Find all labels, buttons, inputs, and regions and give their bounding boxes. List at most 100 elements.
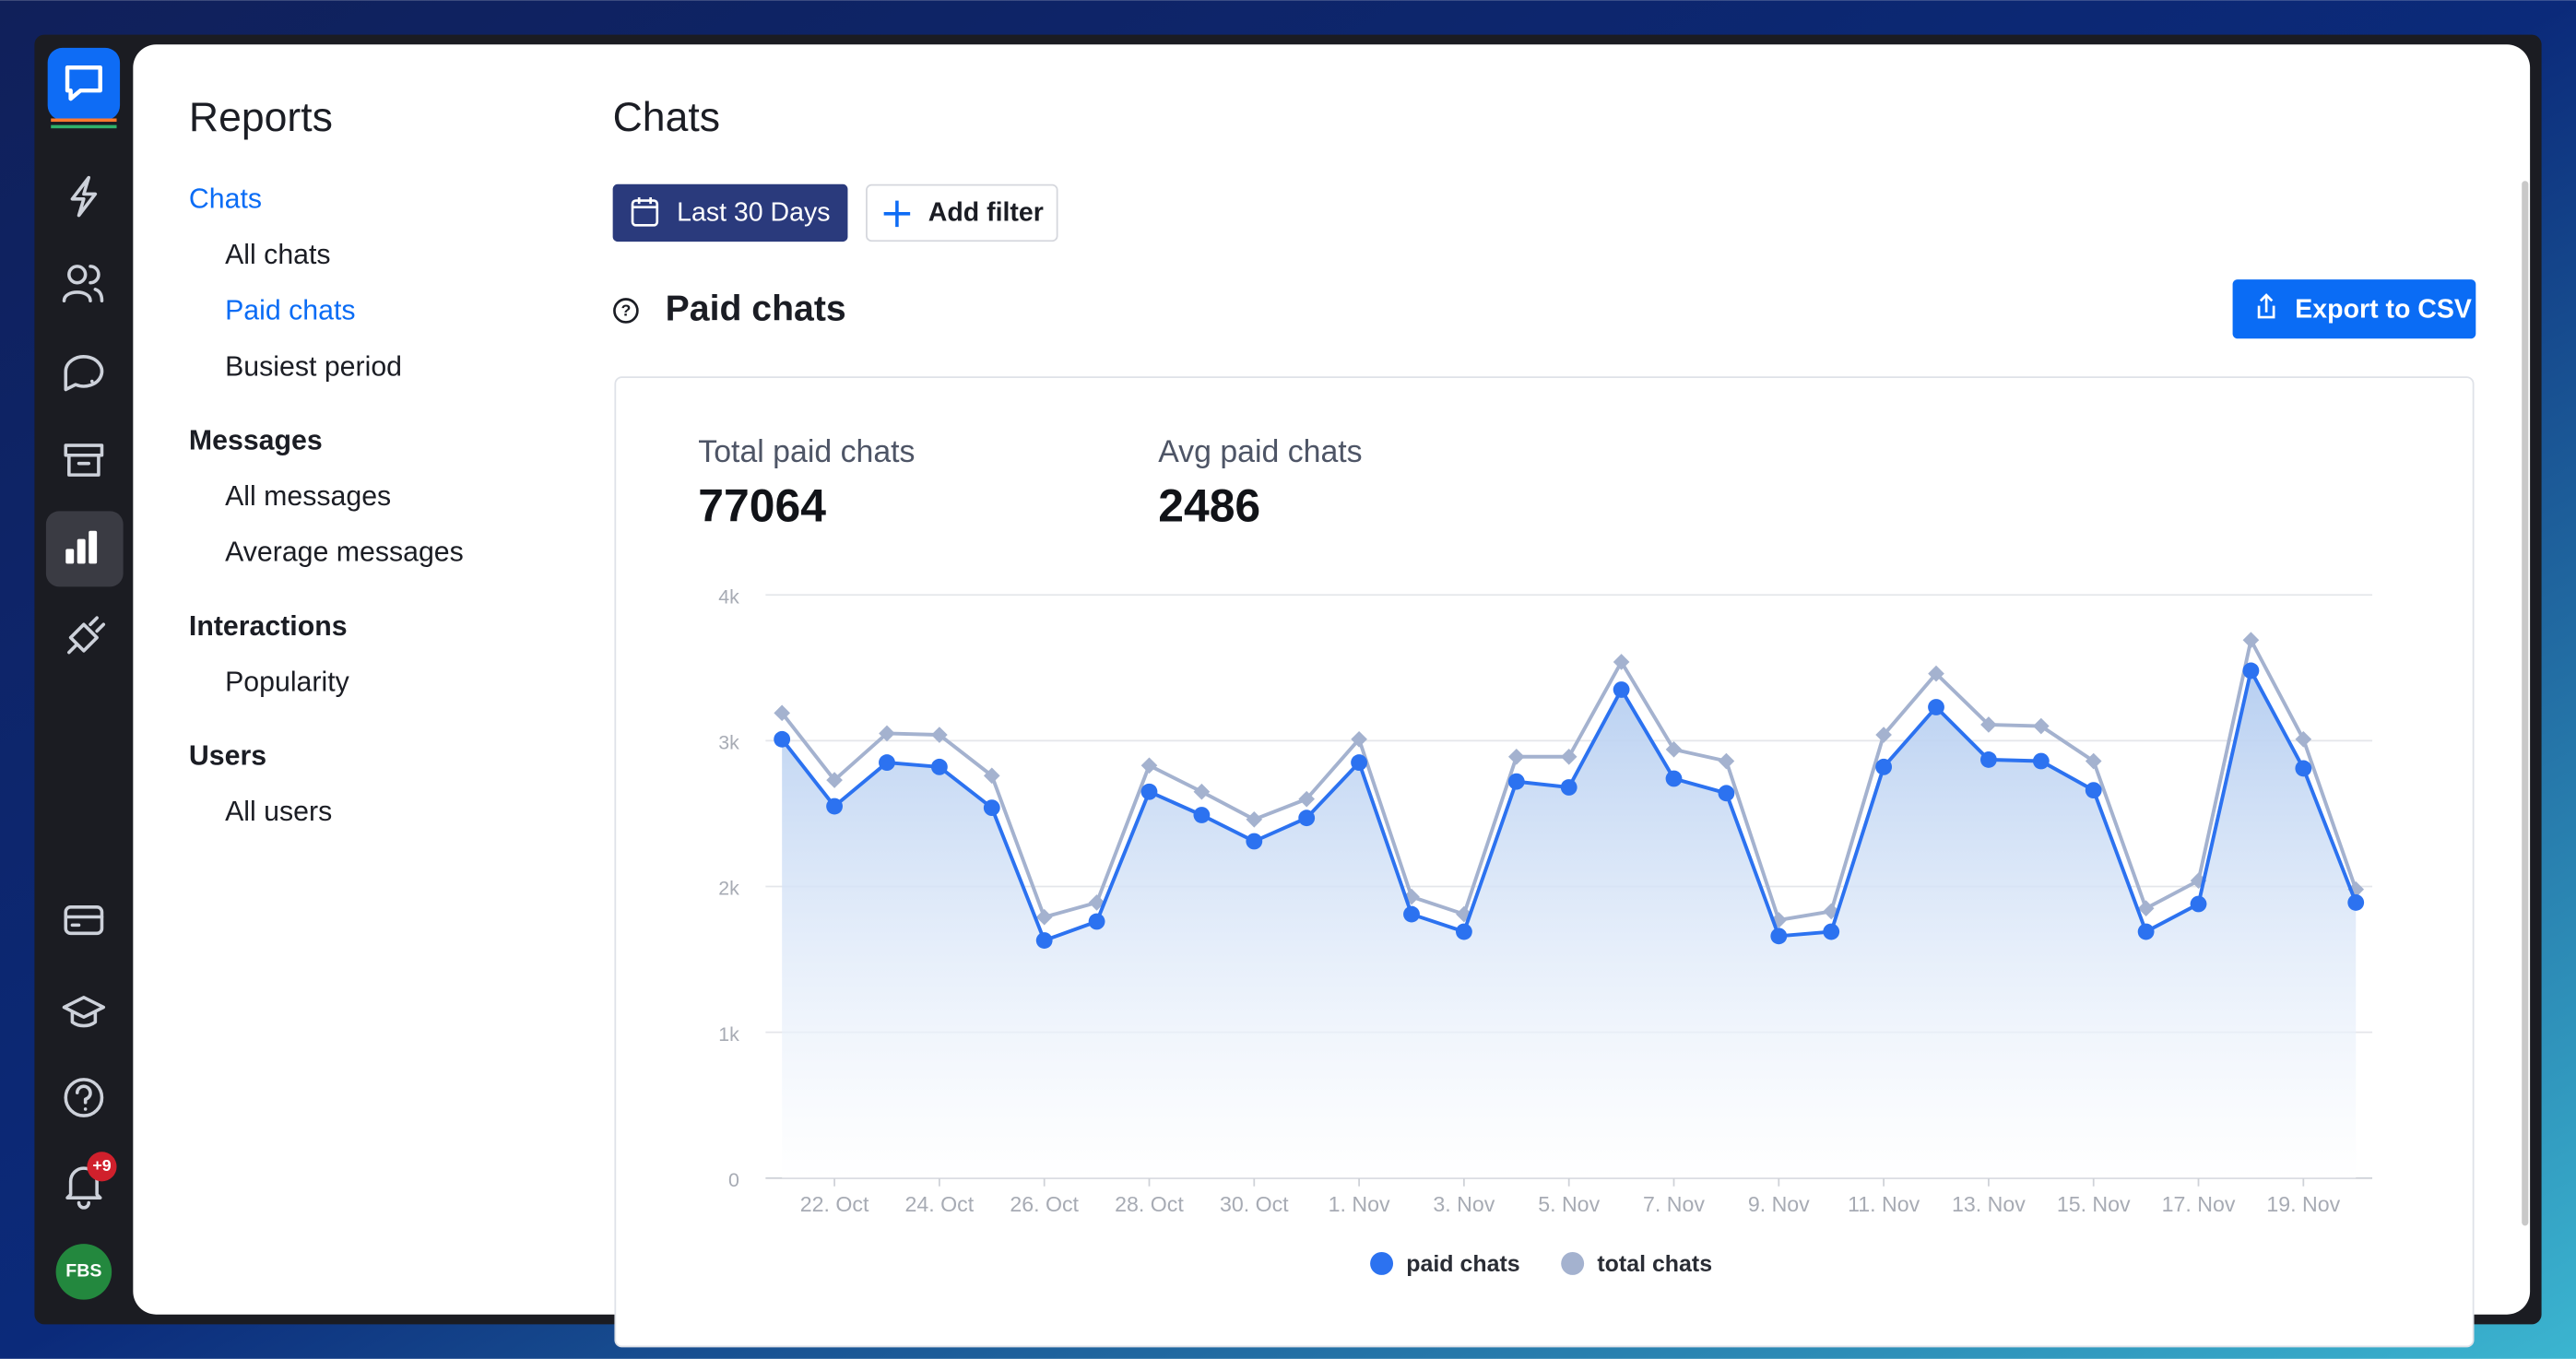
y-tick-label: 1k: [718, 1023, 739, 1046]
nav-icon-academy[interactable]: [62, 996, 106, 1028]
x-tick-label: 28. Oct: [1115, 1192, 1184, 1216]
nav-icon-billing[interactable]: [64, 905, 104, 936]
x-tick-label: 3. Nov: [1433, 1192, 1495, 1216]
nav-icon-help[interactable]: [64, 1078, 104, 1117]
x-tick-label: 13. Nov: [1952, 1192, 2026, 1216]
x-tick-label: 11. Nov: [1848, 1192, 1920, 1216]
nav-icon-activity[interactable]: [70, 175, 98, 218]
marker: [2032, 717, 2050, 735]
marker: [1246, 833, 1263, 850]
x-tick-label: 1. Nov: [1329, 1192, 1390, 1216]
menu-section[interactable]: Messages: [189, 426, 323, 456]
legend-marker[interactable]: [1561, 1251, 1585, 1275]
marker: [2347, 894, 2365, 911]
menu-item[interactable]: Popularity: [225, 667, 350, 697]
marker: [1193, 807, 1211, 823]
x-tick-label: 15. Nov: [2057, 1192, 2131, 1216]
nav-icon-archive[interactable]: [64, 443, 104, 477]
marker: [826, 798, 843, 815]
export-label: Export to CSV: [2295, 294, 2472, 324]
marker: [1875, 727, 1892, 743]
legend-label[interactable]: total chats: [1597, 1251, 1712, 1277]
marker: [1351, 730, 1367, 748]
marker: [1928, 665, 1944, 682]
marker: [1035, 932, 1053, 949]
avatar-text: FBS: [65, 1261, 101, 1282]
nav-icon-people[interactable]: [62, 265, 104, 303]
marker: [1980, 751, 1997, 768]
marker: [1035, 908, 1053, 926]
marker: [1665, 741, 1683, 758]
marker: [2242, 662, 2260, 680]
menu-title: Reports: [189, 95, 333, 140]
menu-item[interactable]: All messages: [225, 481, 391, 512]
stat-value: 2486: [1158, 480, 1260, 532]
avatar[interactable]: [55, 1244, 112, 1300]
marker: [1980, 716, 1997, 733]
marker: [1088, 913, 1105, 930]
menu-section[interactable]: Interactions: [189, 611, 348, 642]
marker: [983, 767, 1000, 785]
marker: [2137, 900, 2155, 917]
stat-label: Avg paid chats: [1158, 434, 1362, 469]
menu-section[interactable]: Users: [189, 741, 266, 772]
menu-item[interactable]: All users: [225, 797, 332, 827]
marker: [2295, 730, 2312, 748]
marker: [931, 727, 948, 743]
marker: [774, 704, 790, 722]
marker: [1403, 905, 1420, 923]
marker: [2085, 782, 2102, 799]
legend-marker[interactable]: [1370, 1251, 1394, 1275]
nav-icon-integrations[interactable]: [67, 616, 106, 655]
nav-icon-chat[interactable]: [64, 355, 104, 392]
marker: [1140, 757, 1158, 774]
calendar-icon: [631, 197, 659, 227]
marker: [930, 758, 948, 775]
marker: [1455, 923, 1472, 940]
logo[interactable]: [47, 47, 121, 121]
chart: 0 1k 2k 3k 4k 22. Oct 24. Oct 26. Oct 28. Oct 30.…: [718, 585, 2373, 1277]
nav-icon-reports[interactable]: [65, 530, 98, 564]
marker: [2242, 632, 2260, 649]
reports-menu: Reports Chats All chats Paid chats Busiest …: [189, 95, 464, 827]
x-tick-label: 22. Oct: [800, 1192, 869, 1216]
x-tick-label: 19. Nov: [2266, 1192, 2340, 1216]
x-tick-label: 5. Nov: [1538, 1192, 1600, 1216]
marker: [2137, 923, 2155, 940]
date-filter-label: Last 30 Days: [677, 197, 830, 227]
stat-label: Total paid chats: [698, 434, 915, 469]
export-button[interactable]: [2232, 279, 2476, 339]
menu-item[interactable]: Busiest period: [225, 351, 402, 382]
plus-icon: [883, 200, 911, 228]
marker: [774, 730, 791, 748]
marker: [1507, 773, 1525, 790]
area: [782, 670, 2357, 1178]
marker: [1875, 758, 1893, 775]
add-filter-button[interactable]: [866, 183, 1058, 242]
menu-item[interactable]: Paid chats: [225, 296, 355, 326]
help-icon-mark: ?: [620, 301, 631, 320]
notification-badge-text: +9: [92, 1156, 111, 1175]
marker: [2190, 895, 2207, 913]
marker: [1823, 923, 1840, 940]
menu-section[interactable]: Chats: [189, 184, 262, 215]
page-title: Chats: [613, 95, 720, 140]
marker: [1613, 681, 1630, 698]
y-tick-label: 3k: [718, 732, 739, 754]
marker: [1718, 785, 1735, 802]
x-tick-label: 26. Oct: [1010, 1192, 1079, 1216]
y-tick-label: 2k: [718, 878, 739, 900]
date-filter-button[interactable]: [612, 183, 848, 242]
marker: [1507, 748, 1525, 765]
x-tick-label: 24. Oct: [905, 1192, 975, 1216]
menu-item[interactable]: Average messages: [225, 538, 464, 568]
marker: [1140, 783, 1158, 800]
y-tick-label: 0: [728, 1169, 739, 1191]
legend-label[interactable]: paid chats: [1406, 1251, 1519, 1277]
help-icon[interactable]: [613, 298, 639, 324]
marker: [2032, 752, 2050, 770]
menu-item[interactable]: All chats: [225, 240, 330, 270]
scrollbar: [2522, 181, 2529, 1226]
